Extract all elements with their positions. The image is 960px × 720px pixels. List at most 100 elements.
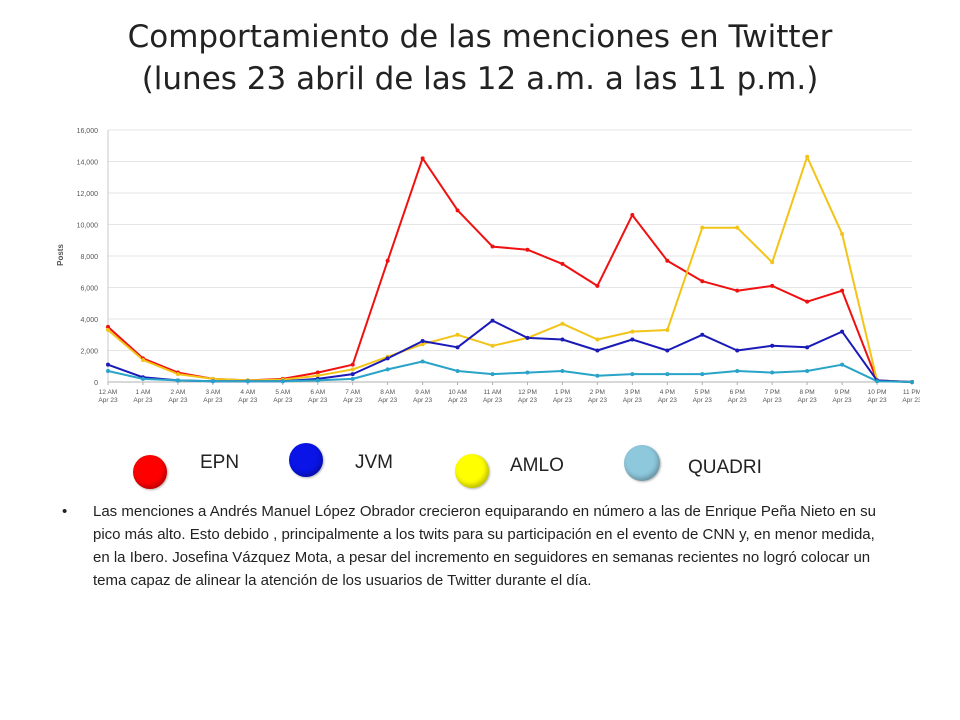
chart-points: [106, 154, 914, 384]
x-tick-label: 11 AM Apr 23: [483, 389, 503, 404]
slide-title-line-1: Comportamiento de las menciones en Twitt…: [127, 19, 833, 55]
data-point: [175, 372, 180, 377]
data-point: [840, 231, 845, 236]
data-point: [175, 378, 180, 383]
data-point: [770, 283, 775, 288]
legend-epn-dot: [133, 455, 167, 489]
data-point: [560, 337, 565, 342]
data-point: [490, 372, 495, 377]
legend-jvm-dot: [289, 443, 323, 477]
data-point: [840, 288, 845, 293]
data-point: [595, 337, 600, 342]
data-point: [315, 378, 320, 383]
chart-lines: [107, 155, 913, 383]
y-axis-label: Posts: [56, 244, 65, 266]
slide-title: Comportamiento de las menciones en Twitt…: [40, 16, 920, 100]
data-point: [630, 337, 635, 342]
series-line-3: [107, 360, 913, 383]
x-tick-label: 5 AM Apr 23: [273, 389, 293, 404]
data-point: [385, 356, 390, 361]
x-tick-label: 7 AM Apr 23: [343, 389, 363, 404]
y-tick-label: 12,000: [77, 191, 99, 198]
data-point: [595, 373, 600, 378]
x-tick-label: 6 PM Apr 23: [728, 389, 748, 404]
x-tick-label: 9 PM Apr 23: [833, 389, 853, 404]
data-point: [106, 368, 110, 373]
data-point: [805, 345, 810, 350]
legend-amlo-label: AMLO: [510, 455, 564, 476]
slide-title-line-2: (lunes 23 abril de las 12 a.m. a las 11 …: [141, 61, 819, 97]
data-point: [630, 372, 635, 377]
x-tick-label: 6 AM Apr 23: [308, 389, 328, 404]
y-tick-label: 16,000: [77, 128, 99, 135]
data-point: [700, 332, 705, 337]
x-tick-label: 5 PM Apr 23: [693, 389, 713, 404]
x-tick-label: 10 PM Apr 23: [867, 389, 887, 404]
data-point: [350, 372, 355, 377]
series-line-1: [107, 155, 913, 383]
y-tick-label: 6,000: [80, 286, 98, 293]
y-tick-label: 2,000: [80, 349, 98, 356]
data-point: [525, 370, 530, 375]
bullet-text: Las menciones a Andrés Manuel López Obra…: [93, 503, 876, 589]
data-point: [805, 368, 810, 373]
data-point: [630, 213, 635, 218]
data-point: [315, 373, 320, 378]
x-axis-ticks: 12 AM Apr 23 1 AM Apr 23 2 AM Apr 23 3 AM Apr 2…: [98, 389, 920, 404]
data-point: [210, 379, 215, 384]
data-point: [595, 283, 600, 288]
data-point: [280, 379, 285, 384]
legend-jvm-label: JVM: [355, 452, 393, 473]
data-point: [490, 244, 495, 249]
data-point: [106, 362, 110, 367]
y-tick-label: 4,000: [80, 317, 98, 324]
x-tick-label: 3 AM Apr 23: [203, 389, 223, 404]
data-point: [385, 258, 390, 263]
data-point: [140, 357, 145, 362]
data-point: [665, 348, 670, 353]
data-point: [630, 329, 635, 334]
legend-quadri-dot: [624, 445, 660, 481]
x-tick-label: 2 AM Apr 23: [168, 389, 188, 404]
data-point: [560, 261, 565, 266]
legend-epn-label: EPN: [200, 452, 240, 473]
x-tick-label: 8 PM Apr 23: [798, 389, 818, 404]
data-point: [350, 376, 355, 381]
data-point: [805, 299, 810, 304]
x-tick-label: 8 AM Apr 23: [378, 389, 398, 404]
x-tick-label: 12 AM Apr 23: [98, 389, 118, 404]
data-point: [805, 154, 810, 159]
data-point: [700, 279, 705, 284]
data-point: [350, 362, 355, 367]
data-point: [385, 367, 390, 372]
data-point: [560, 321, 565, 326]
legend-quadri-label: QUADRI: [688, 457, 762, 478]
x-tick-label: 11 PM Apr 23: [902, 389, 920, 404]
mentions-line-chart: 0 2,000 4,000 6,000 8,000 10,000 12,000 14,000 1…: [56, 128, 920, 404]
data-point: [735, 288, 740, 293]
x-tick-label: 12 PM Apr 23: [518, 389, 538, 404]
data-point: [455, 332, 460, 337]
data-point: [770, 343, 775, 348]
data-point: [420, 342, 425, 347]
data-point: [420, 156, 425, 161]
data-point: [490, 343, 495, 348]
data-point: [665, 328, 670, 333]
data-point: [700, 225, 705, 230]
legend-amlo-dot: [455, 454, 489, 488]
bullet-mark: •: [62, 503, 68, 520]
data-point: [665, 258, 670, 263]
x-tick-label: 4 AM Apr 23: [238, 389, 258, 404]
data-point: [106, 324, 110, 329]
x-tick-label: 1 PM Apr 23: [553, 389, 573, 404]
data-point: [770, 370, 775, 375]
chart-grid: [107, 129, 913, 385]
series-line-0: [107, 157, 913, 383]
data-point: [140, 376, 145, 381]
data-point: [735, 348, 740, 353]
y-tick-label: 8,000: [80, 254, 98, 261]
data-point: [420, 339, 425, 344]
data-point: [106, 328, 110, 333]
x-tick-label: 7 PM Apr 23: [763, 389, 783, 404]
data-point: [455, 208, 460, 213]
